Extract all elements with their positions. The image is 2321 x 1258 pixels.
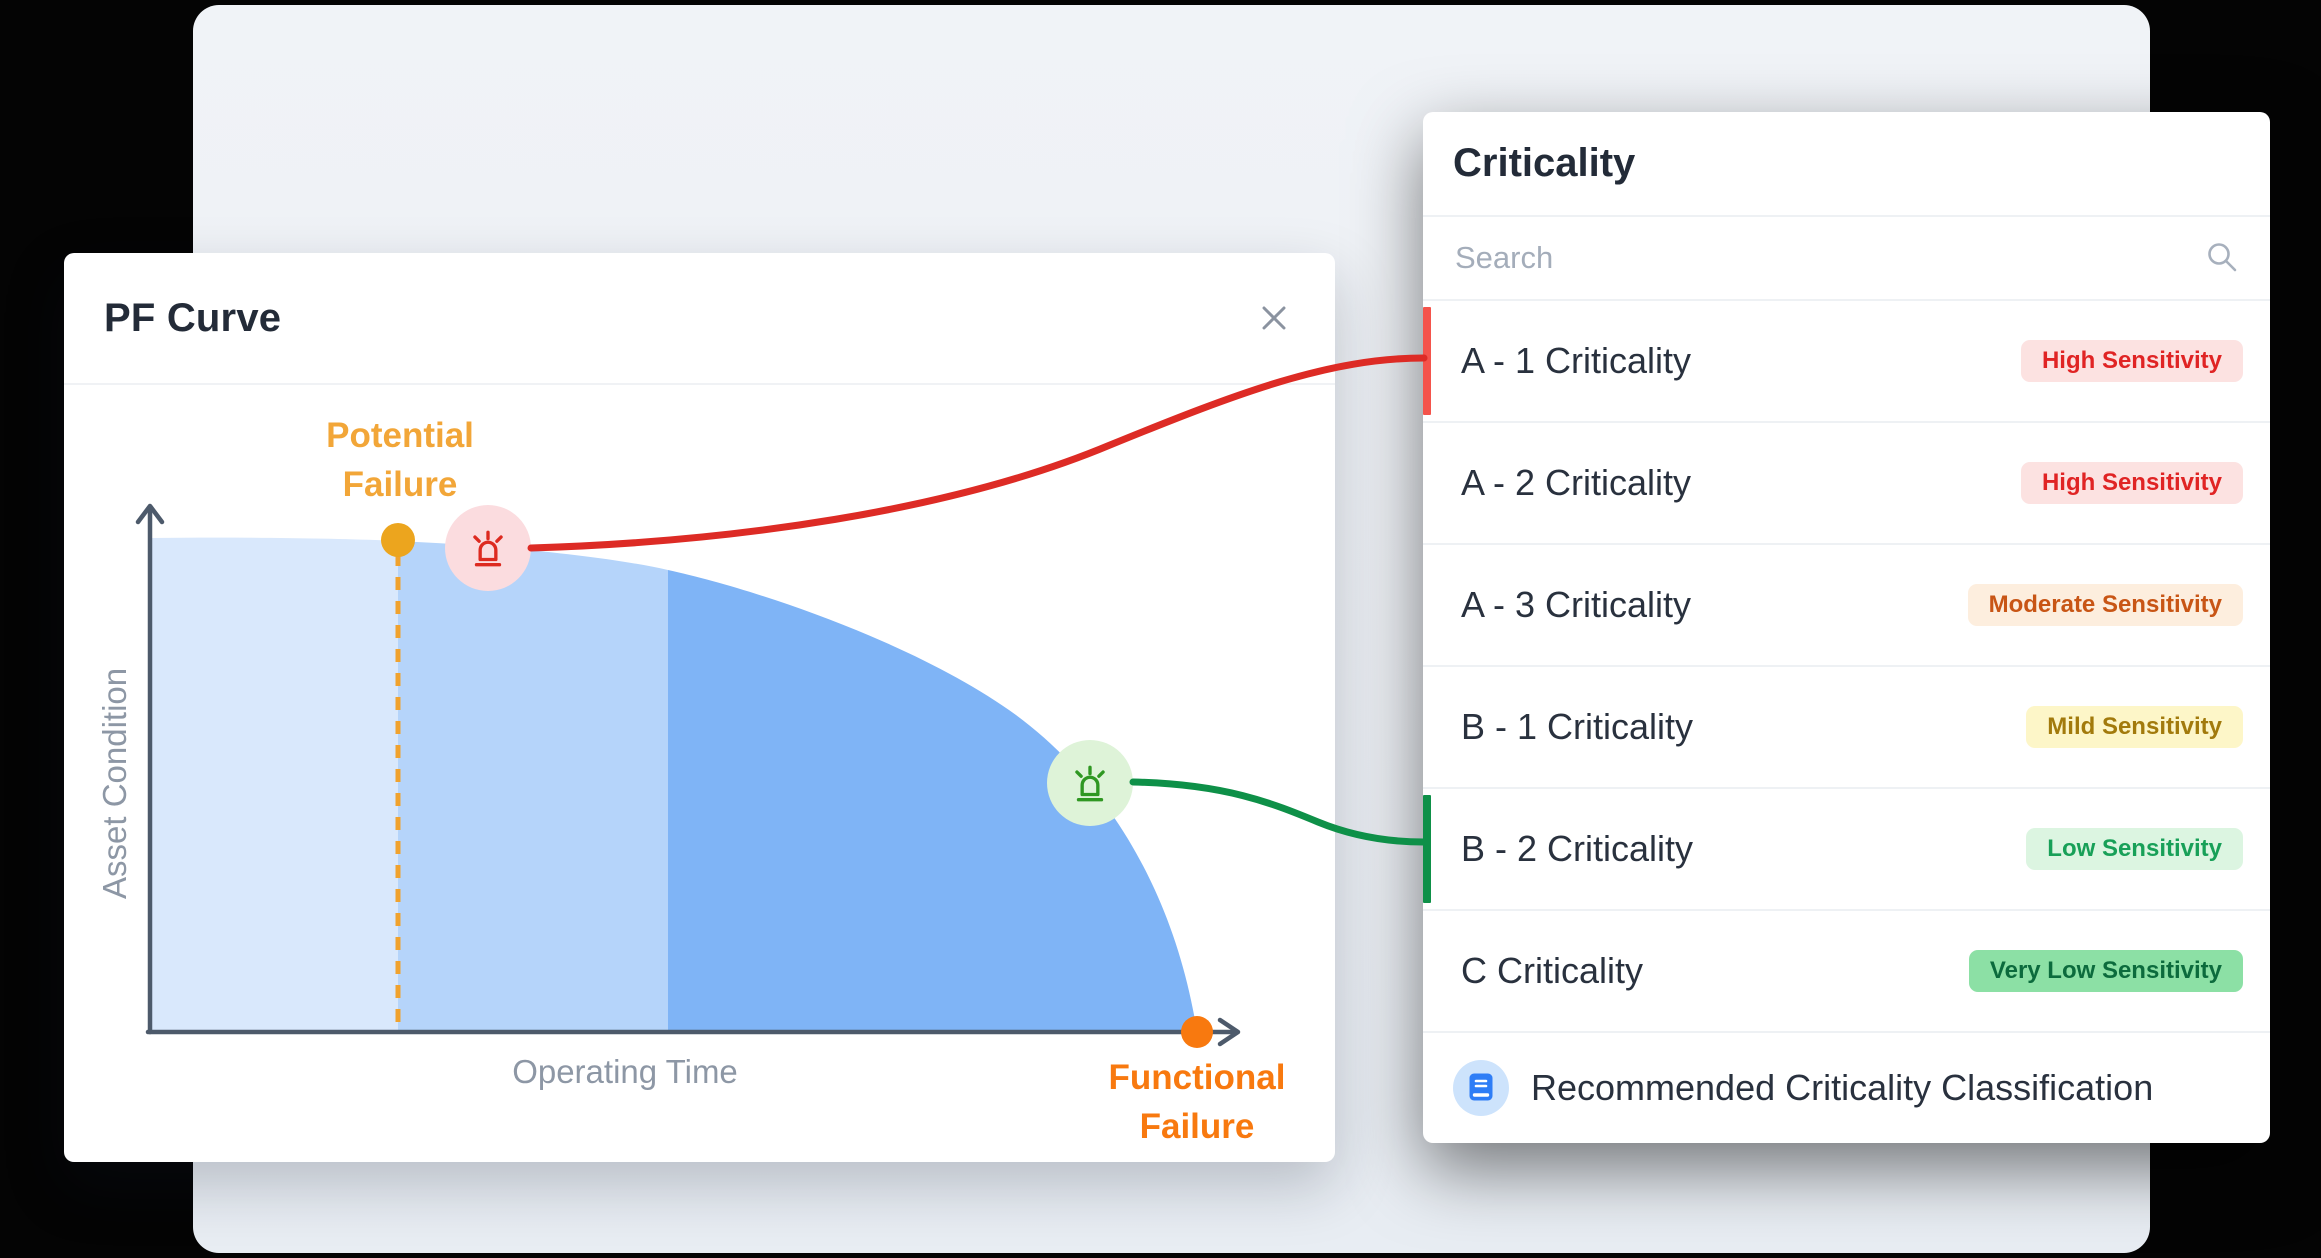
pf-curve-header: PF Curve xyxy=(64,253,1335,385)
functional-failure-label: Functional Failure xyxy=(1108,1058,1286,1146)
potential-failure-alarm-badge xyxy=(445,505,531,591)
low-sensitivity-alarm-badge xyxy=(1047,740,1133,826)
sensitivity-badge: High Sensitivity xyxy=(2020,340,2243,382)
criticality-item-a2[interactable]: A - 2 Criticality High Sensitivity xyxy=(1423,423,2270,545)
criticality-item-a1[interactable]: A - 1 Criticality High Sensitivity xyxy=(1423,301,2270,423)
criticality-item-label: B - 2 Criticality xyxy=(1461,828,1694,869)
criticality-item-label: A - 3 Criticality xyxy=(1461,584,1692,625)
search-bar xyxy=(1423,217,2270,301)
selection-accent-bar xyxy=(1423,795,1431,903)
x-axis-arrow-icon xyxy=(1217,1017,1241,1047)
y-axis-label: Asset Condition xyxy=(95,667,133,899)
functional-failure-point xyxy=(1181,1016,1213,1048)
pf-curve-title: PF Curve xyxy=(104,295,282,340)
close-icon xyxy=(1262,306,1286,330)
book-icon-circle xyxy=(1453,1060,1509,1116)
selection-accent-bar xyxy=(1423,307,1431,415)
sensitivity-badge: Moderate Sensitivity xyxy=(1967,584,2243,626)
zone-early xyxy=(150,537,398,1032)
criticality-item-label: B - 1 Criticality xyxy=(1461,706,1694,747)
recommended-classification-button[interactable]: Recommended Criticality Classification xyxy=(1423,1033,2270,1143)
criticality-item-b1[interactable]: B - 1 Criticality Mild Sensitivity xyxy=(1423,667,2270,789)
alarm-siren-icon xyxy=(1075,765,1105,802)
search-input[interactable] xyxy=(1453,239,2157,277)
sensitivity-badge: Very Low Sensitivity xyxy=(1968,950,2243,992)
chart-axes xyxy=(135,503,1241,1047)
search-icon xyxy=(2208,243,2237,272)
sensitivity-badge: Low Sensitivity xyxy=(2026,828,2243,870)
criticality-item-a3[interactable]: A - 3 Criticality Moderate Sensitivity xyxy=(1423,545,2270,667)
criticality-title: Criticality xyxy=(1453,141,1636,185)
potential-failure-point xyxy=(381,523,415,557)
criticality-item-label: C Criticality xyxy=(1461,950,1644,991)
zone-pf-interval xyxy=(398,537,668,1032)
potential-failure-label: Potential Failure xyxy=(326,416,474,504)
y-axis-arrow-icon xyxy=(135,503,165,525)
criticality-panel: Criticality A - 1 Criticality High Sensi… xyxy=(1423,112,2270,1143)
criticality-item-c[interactable]: C Criticality Very Low Sensitivity xyxy=(1423,911,2270,1033)
close-button[interactable] xyxy=(1253,297,1295,339)
criticality-item-b2[interactable]: B - 2 Criticality Low Sensitivity xyxy=(1423,789,2270,911)
sensitivity-badge: High Sensitivity xyxy=(2020,462,2243,504)
recommended-classification-label: Recommended Criticality Classification xyxy=(1531,1067,2154,1108)
x-axis-label: Operating Time xyxy=(512,1053,738,1090)
book-icon xyxy=(1469,1073,1493,1101)
pf-curve-modal: PF Curve Potential Failure Functional Fa… xyxy=(64,253,1335,1162)
criticality-item-label: A - 1 Criticality xyxy=(1461,340,1692,381)
criticality-item-label: A - 2 Criticality xyxy=(1461,462,1692,503)
sensitivity-badge: Mild Sensitivity xyxy=(2026,706,2243,748)
pf-curve-chart xyxy=(135,503,1241,1048)
alarm-siren-icon xyxy=(473,530,503,567)
criticality-header: Criticality xyxy=(1423,112,2270,217)
